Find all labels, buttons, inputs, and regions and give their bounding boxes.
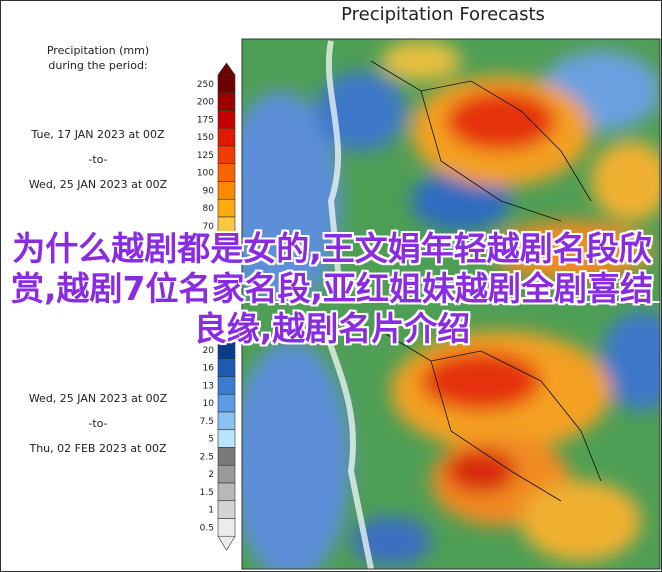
colorbar-label: 150 [197, 133, 214, 143]
colorbar-cell [217, 518, 236, 537]
colorbar-cell [217, 216, 236, 236]
map-panel [242, 39, 660, 301]
period-to: -to- [88, 417, 107, 430]
overlay-text: 为什么越剧都是女的,王文娟年轻越剧名段欣赏,越剧7位名家名段,亚红姐妹越剧全剧喜… [10, 229, 654, 348]
colorbar-cell [217, 482, 236, 502]
colorbar-cell [217, 163, 236, 182]
colorbar-label: 10 [203, 399, 215, 409]
period-end: Wed, 25 JAN 2023 at 00Z [29, 178, 168, 191]
legend-title: during the period: [48, 59, 147, 72]
legend-title: Precipitation (mm) [47, 44, 149, 57]
colorbar-cell [217, 74, 236, 94]
colorbar-cell [217, 500, 236, 519]
colorbar-cell [217, 92, 236, 111]
colorbar-label: 125 [197, 151, 214, 161]
colorbar-label: 200 [197, 98, 214, 108]
colorbar-cell [217, 358, 236, 377]
colorbar-cell [217, 411, 236, 431]
colorbar-cell [217, 127, 236, 147]
map-panel [242, 303, 660, 569]
colorbar-label: 1.5 [200, 488, 214, 498]
colorbar-label: 1 [208, 506, 214, 516]
colorbar-label: 80 [203, 204, 215, 214]
period-to: -to- [88, 153, 107, 166]
map-title: Precipitation Forecasts [341, 4, 545, 25]
colorbar-label: 70 [203, 222, 215, 232]
colorbar-label: 250 [197, 80, 214, 90]
colorbar-arrow [217, 62, 236, 76]
colorbar-cell [217, 181, 236, 200]
colorbar-label: 100 [197, 169, 214, 179]
colorbar-cell [217, 110, 236, 129]
colorbar-cell [217, 429, 236, 448]
colorbar-cell [217, 464, 236, 484]
colorbar-label: 90 [203, 186, 215, 196]
colorbar-cell [217, 198, 236, 218]
colorbar-label: 2.5 [200, 452, 214, 462]
colorbar-label: 2 [208, 470, 214, 480]
colorbar-label: 16 [203, 364, 215, 374]
colorbar-cell [217, 447, 236, 466]
colorbar-label: 0.5 [200, 523, 214, 533]
colorbar-label: 13 [203, 381, 214, 391]
colorbar-cell [217, 145, 236, 165]
colorbar-label: 20 [203, 346, 215, 356]
colorbar-label: 5 [208, 435, 214, 445]
colorbar-cell [217, 393, 236, 413]
period-end: Thu, 02 FEB 2023 at 00Z [28, 442, 167, 455]
colorbar: 250 200 175 150 125 100 90 80 70 20 16 13 10 7.5 5 2.5 2… [197, 62, 236, 551]
colorbar-cell [217, 376, 236, 395]
colorbar-label: 175 [197, 115, 214, 125]
colorbar-arrow [217, 535, 236, 551]
period-start: Wed, 25 JAN 2023 at 00Z [29, 392, 168, 405]
period-start: Tue, 17 JAN 2023 at 00Z [30, 128, 165, 141]
colorbar-label: 7.5 [200, 417, 214, 427]
